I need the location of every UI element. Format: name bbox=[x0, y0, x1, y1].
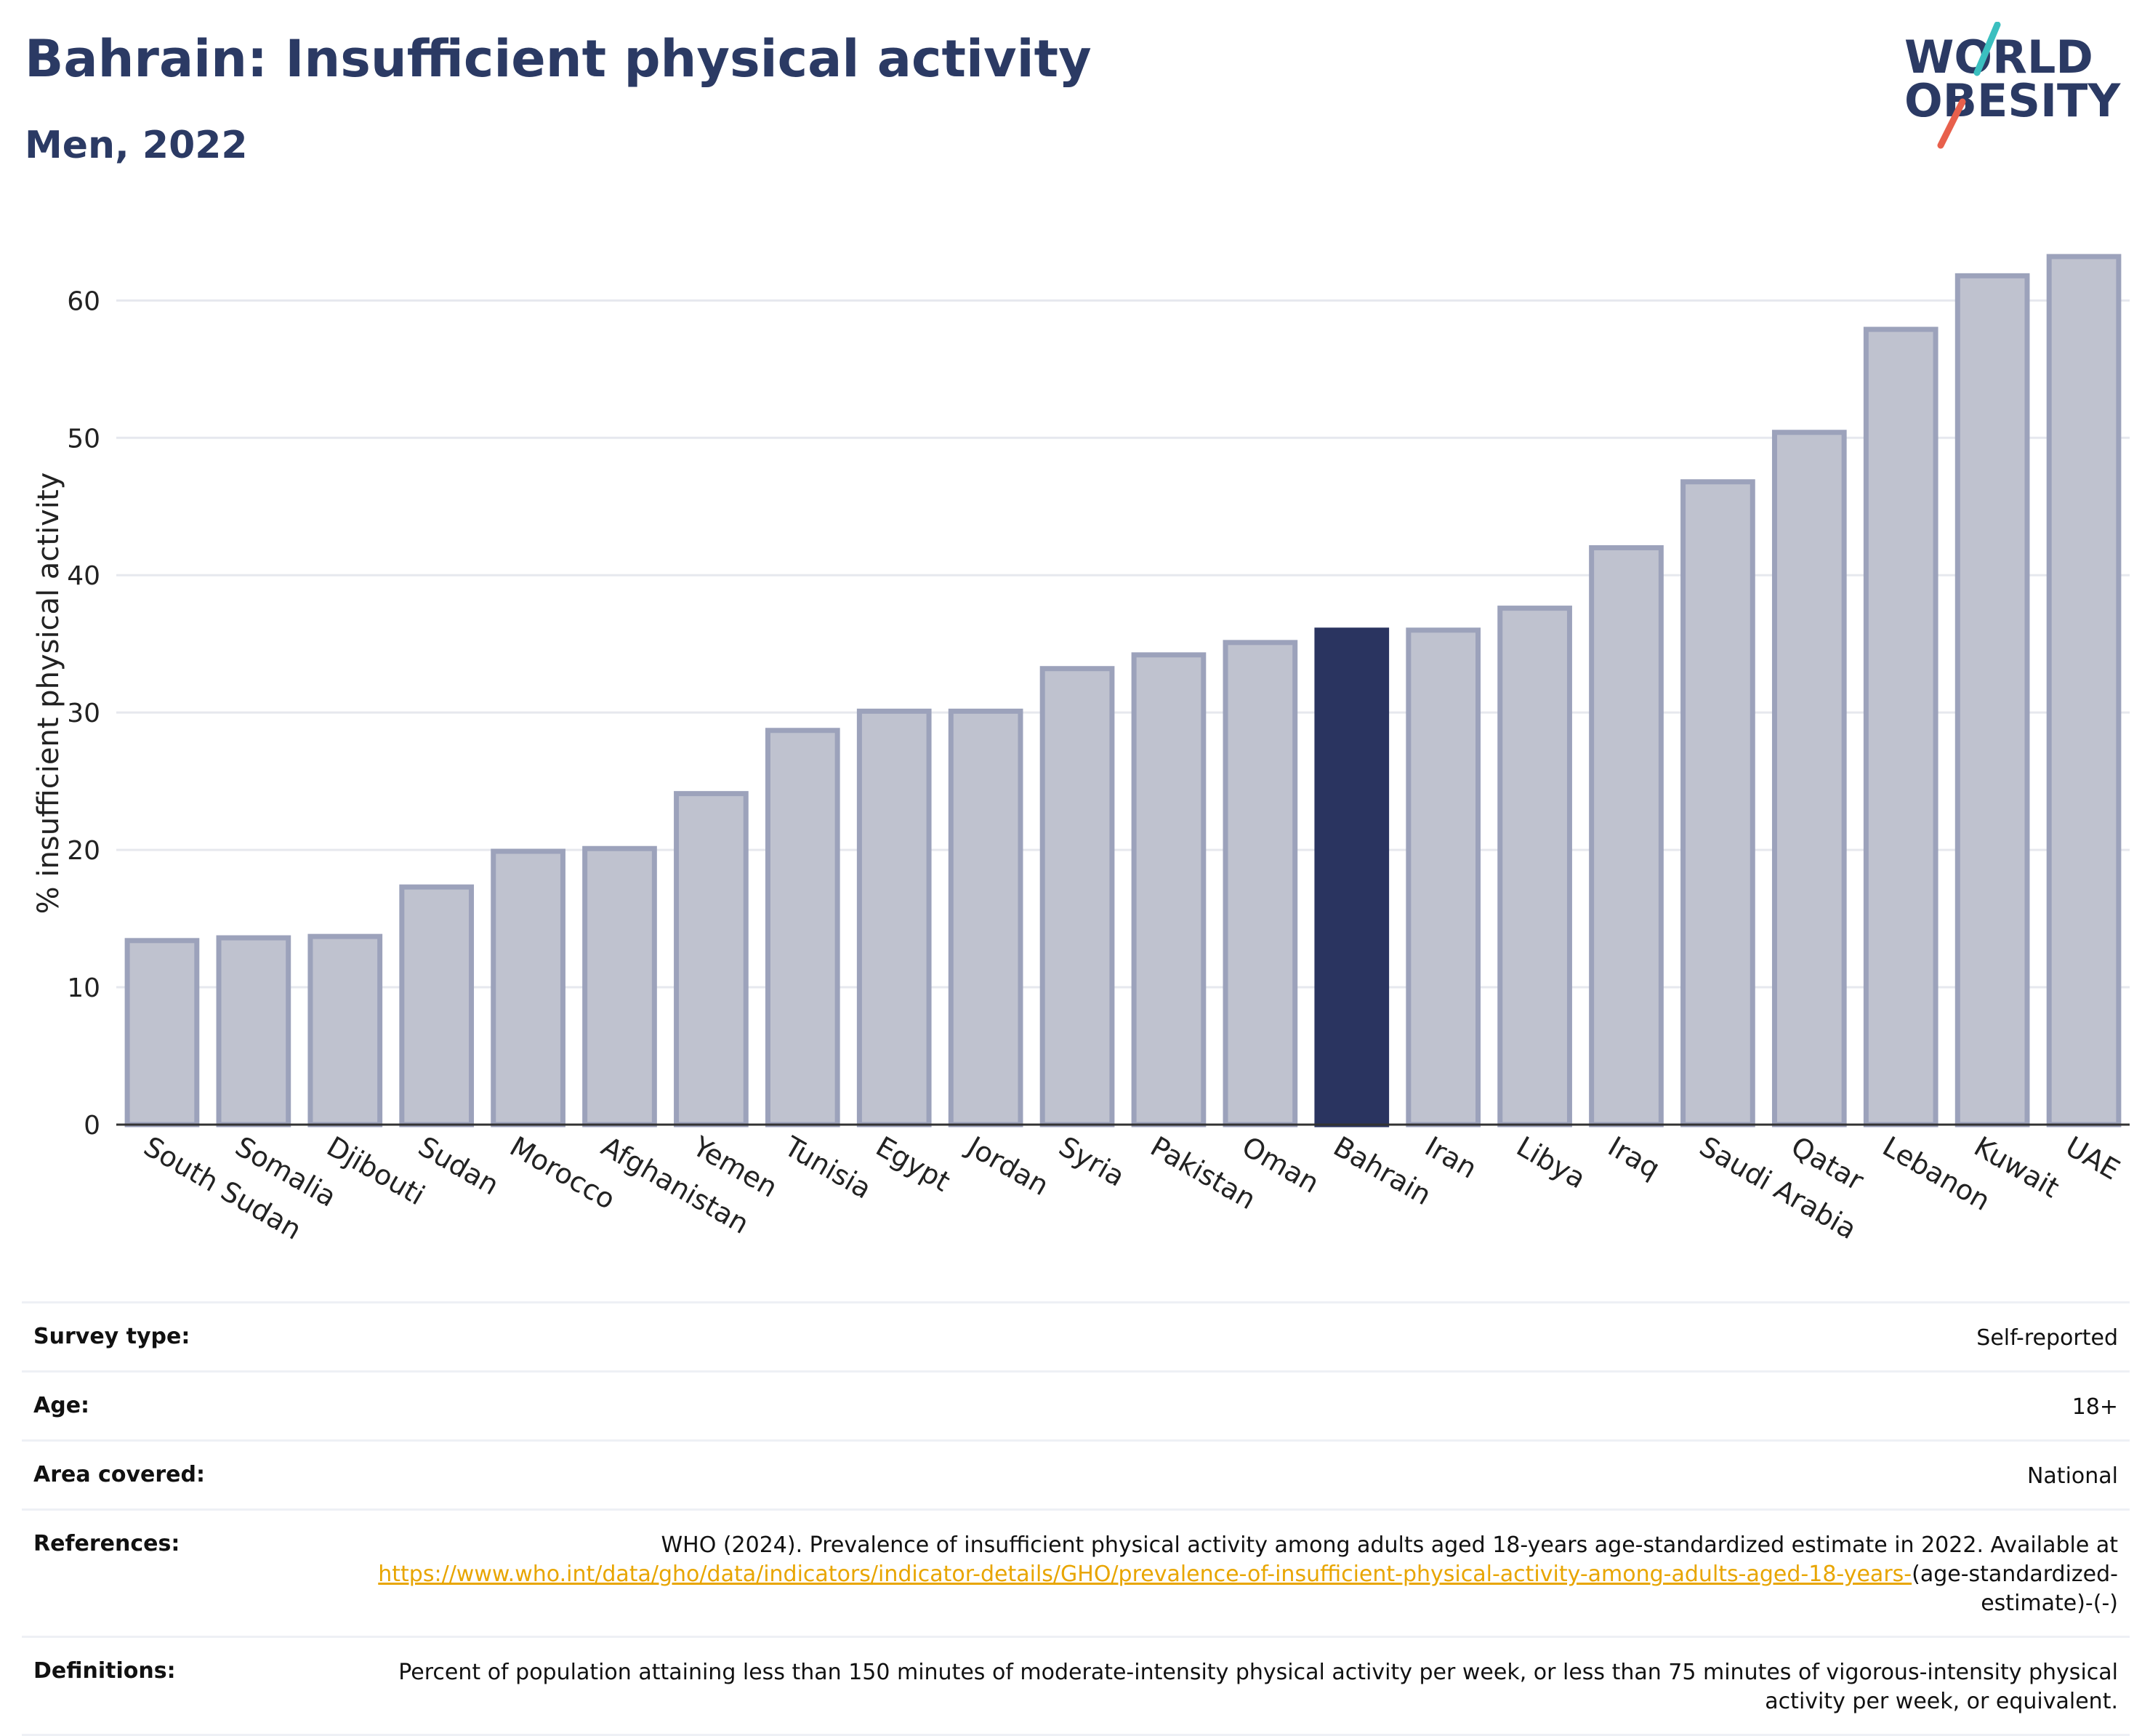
references-link[interactable]: https://www.who.int/data/gho/data/indica… bbox=[378, 1562, 1912, 1587]
logo-line2: OBESITY bbox=[1904, 74, 2121, 127]
bar-saudi-arabia bbox=[1680, 479, 1755, 1128]
y-tick-label: 0 bbox=[84, 1111, 100, 1141]
bar-afghanistan bbox=[582, 845, 657, 1128]
x-tick-label: Pakistan bbox=[1145, 1130, 1261, 1216]
references-label: References: bbox=[33, 1531, 180, 1556]
y-tick-label: 30 bbox=[67, 699, 100, 728]
area-label: Area covered: bbox=[33, 1462, 205, 1487]
bar-libya bbox=[1497, 606, 1572, 1128]
info-row-definitions: Definitions: Percent of population attai… bbox=[22, 1636, 2130, 1736]
area-value: National bbox=[2026, 1463, 2118, 1489]
y-tick-label: 60 bbox=[67, 286, 100, 316]
x-tick-label: Bahrain bbox=[1328, 1130, 1436, 1212]
x-tick-label: Jordan bbox=[961, 1130, 1054, 1202]
survey-type-label: Survey type: bbox=[33, 1324, 190, 1349]
x-tick-label: Iran bbox=[1420, 1130, 1482, 1185]
bar-pakistan bbox=[1131, 652, 1207, 1128]
y-tick-labels: 0 10 20 30 40 50 60 bbox=[67, 286, 100, 1141]
bar-somalia bbox=[216, 935, 291, 1128]
age-value: 18+ bbox=[2072, 1394, 2118, 1420]
bar-sudan bbox=[399, 884, 475, 1128]
x-tick-label: Morocco bbox=[504, 1130, 621, 1216]
bar-iraq bbox=[1589, 544, 1664, 1128]
x-tick-label: Egypt bbox=[871, 1130, 956, 1198]
bar-tunisia bbox=[765, 728, 840, 1128]
bar-lebanon bbox=[1863, 326, 1938, 1128]
references-text: WHO (2024). Prevalence of insufficient p… bbox=[661, 1532, 2118, 1558]
chart-subtitle: Men, 2022 bbox=[25, 124, 248, 167]
x-tick-label: Iraq bbox=[1603, 1130, 1665, 1185]
references-text-after: (age-standardized-estimate)-(-) bbox=[1912, 1562, 2118, 1616]
info-row-area: Area covered: National bbox=[22, 1439, 2130, 1508]
y-axis-label: % insufficient physical activity bbox=[32, 473, 65, 915]
references-value: WHO (2024). Prevalence of insufficient p… bbox=[339, 1531, 2118, 1618]
logo-line1: WORLD bbox=[1904, 31, 2093, 84]
bar-morocco bbox=[491, 848, 565, 1128]
y-tick-label: 10 bbox=[67, 973, 100, 1003]
y-tick-label: 50 bbox=[67, 424, 100, 454]
definitions-value: Percent of population attaining less tha… bbox=[398, 1660, 2118, 1714]
bar-chart: 0 10 20 30 40 50 60 South SudanSomaliaDjibouti… bbox=[32, 254, 2130, 1246]
bar-bahrain bbox=[1314, 627, 1390, 1128]
x-tick-label: Tunisia bbox=[778, 1130, 877, 1205]
info-row-references: References: WHO (2024). Prevalence of in… bbox=[22, 1508, 2130, 1636]
info-row-survey-type: Survey type: Self-reported bbox=[22, 1301, 2130, 1370]
x-tick-label: South Sudan bbox=[138, 1130, 307, 1246]
bar-uae bbox=[2046, 254, 2122, 1128]
x-tick-label: Djibouti bbox=[321, 1130, 430, 1212]
info-row-age: Age: 18+ bbox=[22, 1370, 2130, 1439]
world-obesity-logo: WORLD OBESITY bbox=[1904, 22, 2121, 149]
info-table: Survey type: Self-reported Age: 18+ Area… bbox=[22, 1301, 2130, 1736]
bar-djibouti bbox=[307, 933, 383, 1128]
x-tick-label: Sudan bbox=[413, 1130, 504, 1202]
survey-type-value: Self-reported bbox=[1976, 1325, 2118, 1351]
x-tick-label: Libya bbox=[1511, 1130, 1591, 1195]
chart-title: Bahrain: Insufficient physical activity bbox=[25, 29, 1092, 89]
bar-kuwait bbox=[1954, 273, 2030, 1128]
bar-egypt bbox=[856, 708, 932, 1128]
logo-teal-slash bbox=[1973, 22, 2001, 76]
definitions-label: Definitions: bbox=[33, 1658, 176, 1684]
x-tick-label: Syria bbox=[1054, 1130, 1130, 1193]
y-tick-label: 20 bbox=[67, 836, 100, 866]
y-tick-label: 40 bbox=[67, 561, 100, 591]
x-tick-label: UAE bbox=[2061, 1130, 2125, 1186]
bar-syria bbox=[1039, 666, 1115, 1128]
bar-iran bbox=[1406, 627, 1481, 1128]
bar-oman bbox=[1223, 640, 1298, 1128]
age-label: Age: bbox=[33, 1393, 90, 1418]
bar-south-sudan bbox=[124, 938, 200, 1128]
logo-red-slash bbox=[1937, 98, 1966, 149]
x-tick-label: Saudi Arabia bbox=[1694, 1130, 1862, 1246]
bar-jordan bbox=[948, 708, 1023, 1128]
bar-yemen bbox=[674, 791, 749, 1128]
bars bbox=[124, 254, 2122, 1128]
bar-qatar bbox=[1771, 430, 1847, 1128]
